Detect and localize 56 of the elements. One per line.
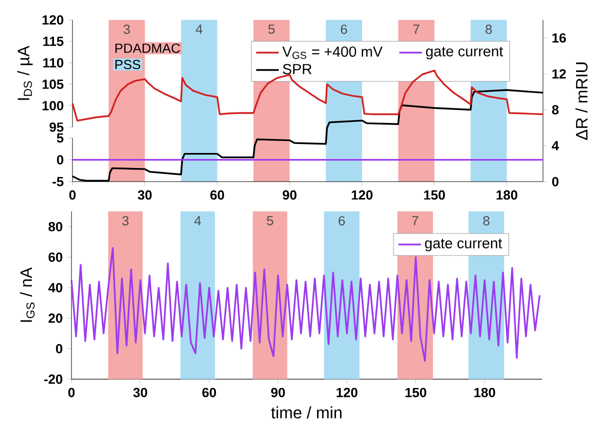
- y-tick-label: 0: [56, 344, 62, 354]
- band-label: 4: [194, 216, 202, 226]
- y-axis-title: I$_{GS}$ / nA: [20, 267, 35, 322]
- x-tick-label: 0: [69, 190, 76, 200]
- y2-tick-label: 12: [552, 69, 566, 79]
- y-axis-title: I$_{DS}$ / µA: [17, 46, 33, 100]
- band-label: 4: [196, 24, 202, 34]
- x-tick-label: 90: [282, 190, 296, 200]
- y-tick-label: -5: [52, 177, 64, 186]
- y2-tick-label: 16: [552, 33, 566, 43]
- y-tick-label: 5: [56, 133, 64, 143]
- y-tick-label: 0: [56, 155, 64, 165]
- legend-label: gate current: [425, 238, 502, 252]
- band-label: 6: [338, 216, 345, 226]
- band-label: 3: [122, 216, 129, 226]
- y2-tick-label: 4: [552, 141, 559, 150]
- x-tick-label: 30: [133, 388, 148, 398]
- y-tick-label: 95: [50, 122, 64, 132]
- x-tick-label: 180: [496, 190, 518, 200]
- annotation: PSS: [115, 60, 140, 70]
- y2-tick-label: 8: [552, 105, 559, 115]
- x-tick-label: 90: [271, 388, 285, 398]
- band-label: 8: [483, 216, 490, 226]
- band-label: 6: [340, 24, 348, 34]
- y-tick-label: 115: [43, 36, 64, 46]
- y-tick-label: 40: [48, 283, 62, 292]
- x-tick-label: 30: [138, 190, 152, 200]
- y-tick-label: 80: [48, 222, 62, 232]
- x-tick-label: 150: [406, 388, 426, 398]
- x-tick-label: 150: [424, 190, 445, 200]
- band-label: 5: [268, 24, 275, 34]
- y-tick-label: 120: [42, 15, 64, 25]
- y-tick-label: 110: [43, 58, 64, 68]
- y2-axis-title: ΔR / mRIU: [575, 62, 588, 140]
- band-label: 3: [124, 24, 130, 34]
- x-tick-label: 60: [202, 388, 216, 398]
- band-label: 7: [412, 216, 418, 226]
- y-tick-label: 100: [42, 101, 64, 110]
- y-tick-label: 105: [42, 80, 64, 89]
- x-tick-label: 0: [68, 388, 75, 398]
- y-tick-label: 20: [48, 314, 62, 323]
- x-tick-label: 60: [210, 190, 224, 200]
- annotation: PDADMAC: [115, 44, 180, 54]
- y2-tick-label: 0: [552, 177, 558, 186]
- x-tick-label: 120: [352, 190, 373, 200]
- text: gate current: [426, 46, 504, 60]
- x-axis-title: time / min: [271, 406, 342, 419]
- band-label: 7: [413, 24, 420, 34]
- y-tick-label: -20: [44, 374, 62, 384]
- y-tick-label: 60: [48, 252, 62, 262]
- band-label: 8: [486, 24, 492, 34]
- band-label: 5: [266, 216, 274, 226]
- legend-label: V$_{GS}$ = +400 mV: [282, 46, 383, 60]
- legend-label: SPR: [282, 64, 312, 74]
- x-tick-label: 120: [336, 388, 358, 398]
- x-tick-label: 180: [474, 388, 496, 398]
